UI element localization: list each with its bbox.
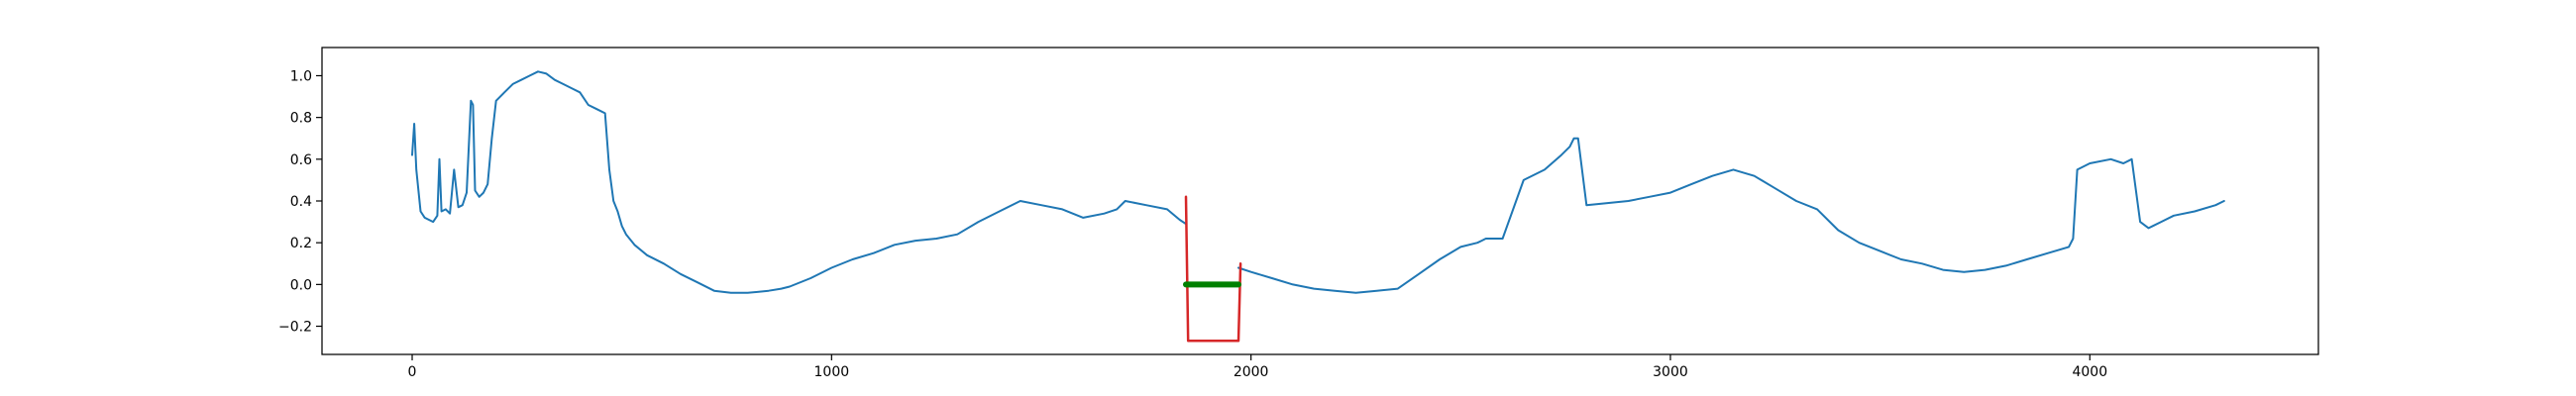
x-tick-label: 3000 (1653, 364, 1688, 380)
series-line-1 (411, 70, 1187, 294)
x-tick-label: 2000 (1234, 364, 1269, 380)
x-axis: 0 1000 2000 3000 4000 (408, 354, 2107, 380)
y-tick-label: −0.2 (278, 320, 312, 336)
y-tick-label: 0.6 (290, 152, 312, 168)
y-tick-label: 0.8 (290, 111, 312, 127)
series-line-2 (1237, 137, 2225, 294)
y-tick-label: 0.4 (290, 194, 312, 210)
x-tick-label: 4000 (2072, 364, 2107, 380)
series-layer (411, 70, 2225, 343)
x-tick-label: 1000 (814, 364, 850, 380)
y-tick-label: 0.0 (290, 277, 312, 293)
y-tick-label: 0.2 (290, 236, 312, 251)
y-tick-label: 1.0 (290, 68, 312, 84)
y-axis: −0.2 0.0 0.2 0.4 0.6 0.8 1.0 (278, 68, 322, 336)
x-tick-label: 0 (408, 364, 417, 380)
plot-area (321, 47, 2319, 355)
series-line-3 (1184, 195, 1242, 343)
